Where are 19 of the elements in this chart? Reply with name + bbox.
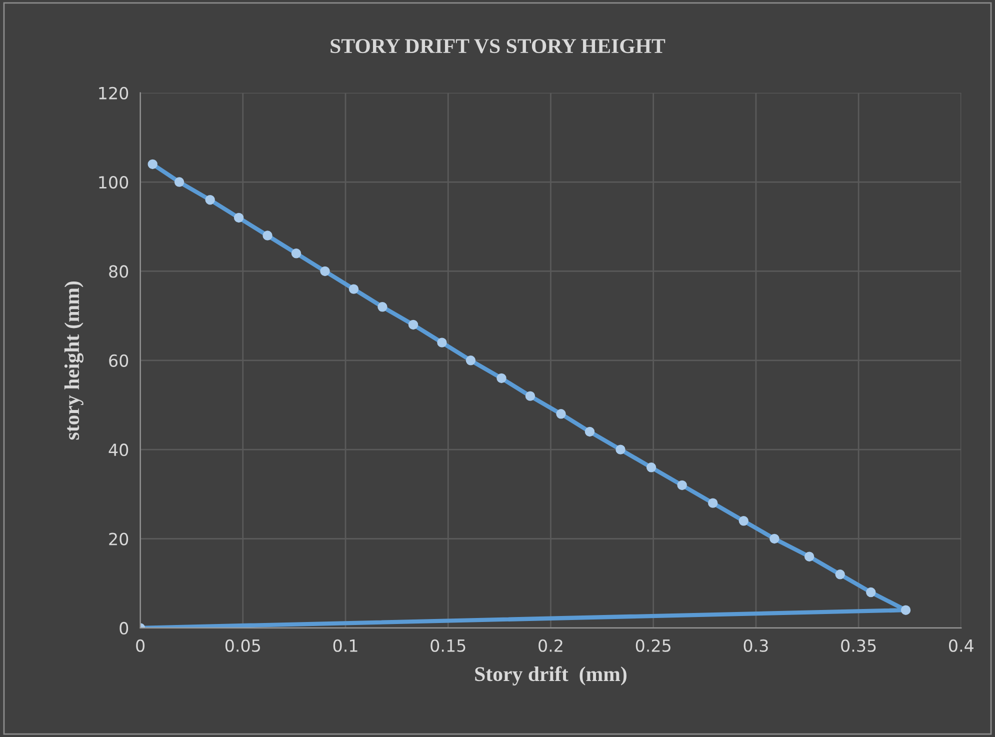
- x-tick-label: 0.25: [636, 639, 670, 652]
- x-tick-label: 0.4: [949, 639, 974, 652]
- x-tick-label: 0.05: [225, 639, 260, 652]
- y-tick-label: 120: [99, 86, 128, 100]
- x-tick-label: 0.2: [538, 639, 562, 652]
- y-tick-label: 60: [109, 354, 128, 367]
- y-axis-title: story height (mm): [64, 281, 84, 440]
- x-tick-label: 0.35: [841, 639, 876, 652]
- x-axis-title: Story drift (mm): [475, 666, 626, 686]
- y-tick-label: 0: [120, 622, 128, 634]
- y-tick-label: 20: [109, 532, 128, 546]
- y-tick-label: 100: [99, 176, 128, 189]
- x-tick-label: 0.15: [430, 639, 466, 652]
- x-tick-label: 0.3: [744, 639, 768, 652]
- x-tick-label: 0.1: [333, 639, 358, 652]
- y-tick-label: 40: [108, 444, 128, 456]
- chart-title: STORY DRIFT VS STORY HEIGHT: [330, 39, 666, 54]
- x-tick-label: 0: [136, 639, 144, 652]
- y-tick-label: 80: [109, 265, 128, 278]
